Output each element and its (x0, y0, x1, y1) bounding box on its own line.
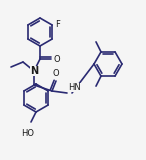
Text: O: O (53, 69, 59, 78)
Text: F: F (55, 20, 60, 28)
Text: N: N (30, 66, 38, 76)
Text: HN: HN (68, 83, 81, 92)
Text: HO: HO (21, 129, 34, 138)
Text: O: O (54, 55, 61, 64)
